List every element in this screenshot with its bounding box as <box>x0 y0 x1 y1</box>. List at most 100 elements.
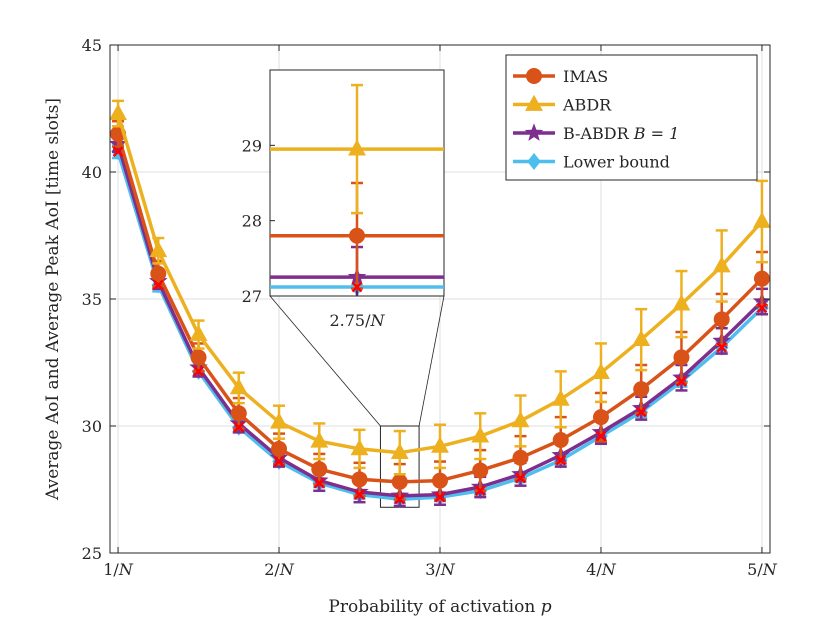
cross-stroke <box>474 485 486 497</box>
inset-series-abdr <box>270 83 444 215</box>
cross-stroke <box>152 279 164 291</box>
inset-y-tick-label: 28 <box>242 212 262 231</box>
data-point <box>672 294 691 311</box>
cross-stroke <box>555 454 567 466</box>
inset-series <box>270 83 444 296</box>
legend: IMAS ABDR B-ABDR B = 1 Lower bound <box>505 54 758 181</box>
cross-marker <box>474 485 486 497</box>
data-point <box>511 411 530 428</box>
cross-stroke <box>313 477 325 489</box>
data-point <box>551 389 570 406</box>
y-tick-label: 25 <box>82 544 102 563</box>
x-tick-label: 2/N <box>264 560 295 579</box>
data-point <box>713 311 730 328</box>
data-point <box>633 381 650 398</box>
data-point <box>270 412 288 429</box>
cross-marker <box>676 376 687 387</box>
cross-marker <box>756 302 768 314</box>
inset-data-point <box>348 139 366 156</box>
legend-swatch-marker <box>526 68 542 84</box>
data-point <box>673 349 690 366</box>
data-point <box>391 473 408 490</box>
cross-marker <box>273 456 285 467</box>
data-point <box>190 349 207 366</box>
inset-cross-marker <box>351 281 363 293</box>
y-tick-label: 40 <box>82 163 102 182</box>
legend-label: ABDR <box>562 96 612 115</box>
data-point <box>310 431 329 448</box>
cross-stroke <box>434 491 446 503</box>
data-point <box>351 471 368 488</box>
legend-item-lower-bound: Lower bound <box>513 153 670 172</box>
inset-y-tick-label: 29 <box>242 136 262 155</box>
data-point <box>149 240 168 258</box>
cross-marker <box>595 430 607 442</box>
cross-marker <box>233 421 245 433</box>
data-point <box>592 409 609 426</box>
data-point <box>753 270 770 287</box>
data-point <box>230 405 247 422</box>
data-point <box>390 442 409 460</box>
legend-label: Lower bound <box>563 153 670 172</box>
y-tick-label: 30 <box>82 417 102 436</box>
cross-marker <box>434 491 446 503</box>
series-cross-markers <box>112 146 768 505</box>
legend-label: IMAS <box>563 67 608 86</box>
cross-marker <box>555 454 567 466</box>
legend-item-abdr: ABDR <box>513 94 612 115</box>
legend-label: B-ABDR B = 1 <box>563 124 679 143</box>
zoom-connector-right <box>418 295 445 427</box>
data-point <box>350 439 369 456</box>
zoom-connector-left <box>269 295 381 427</box>
data-point <box>189 324 208 341</box>
inset-data-point <box>349 227 365 244</box>
legend-swatch-marker <box>524 123 544 141</box>
legend-item-imas: IMAS <box>513 67 608 86</box>
series-layer <box>110 99 770 508</box>
cross-stroke <box>595 430 607 442</box>
data-point <box>311 461 328 478</box>
x-axis-label-variable: p <box>541 597 552 617</box>
cross-marker <box>716 341 728 353</box>
data-point <box>431 436 449 453</box>
data-point <box>592 362 610 380</box>
cross-stroke <box>716 341 728 353</box>
data-point <box>753 211 770 228</box>
cross-stroke <box>756 302 768 314</box>
cross-marker <box>354 489 365 500</box>
data-point <box>271 440 288 457</box>
data-point <box>229 378 248 395</box>
data-point <box>432 472 448 489</box>
cross-marker <box>635 406 647 418</box>
cross-stroke <box>112 146 124 158</box>
data-point <box>472 462 489 479</box>
cross-stroke <box>351 281 363 293</box>
x-tick-label: 4/N <box>586 560 617 579</box>
inset-x-tick-label: 2.75/N <box>329 311 385 330</box>
inset-y-tick-label: 27 <box>242 287 262 306</box>
cross-stroke <box>273 456 285 467</box>
cross-marker <box>394 493 406 505</box>
axes: 1/N 2/N 3/N 4/N 5/N 25 30 35 40 45 <box>82 36 778 579</box>
x-axis-label-text: Probability of activation <box>328 597 540 617</box>
x-tick-label: 3/N <box>425 560 456 579</box>
data-point <box>632 329 651 347</box>
cross-marker <box>193 366 204 377</box>
cross-stroke <box>354 489 365 500</box>
series-abdr <box>110 99 770 476</box>
data-point <box>512 449 529 466</box>
y-axis-label: Average AoI and Average Peak AoI [time s… <box>43 98 63 501</box>
cross-marker <box>112 146 124 158</box>
cross-stroke <box>635 406 647 418</box>
cross-stroke <box>676 376 687 387</box>
cross-marker <box>152 279 164 291</box>
x-tick-label: 5/N <box>747 560 778 579</box>
legend-item-b-abdr-b-1: B-ABDR B = 1 <box>513 123 679 143</box>
zoom-inset: 27 28 29 2.75/N <box>242 69 445 330</box>
legend-swatch-marker <box>527 153 541 170</box>
data-point <box>712 256 731 273</box>
cross-stroke <box>394 493 406 505</box>
cross-marker <box>515 472 526 484</box>
legend-swatch-marker <box>525 94 543 111</box>
